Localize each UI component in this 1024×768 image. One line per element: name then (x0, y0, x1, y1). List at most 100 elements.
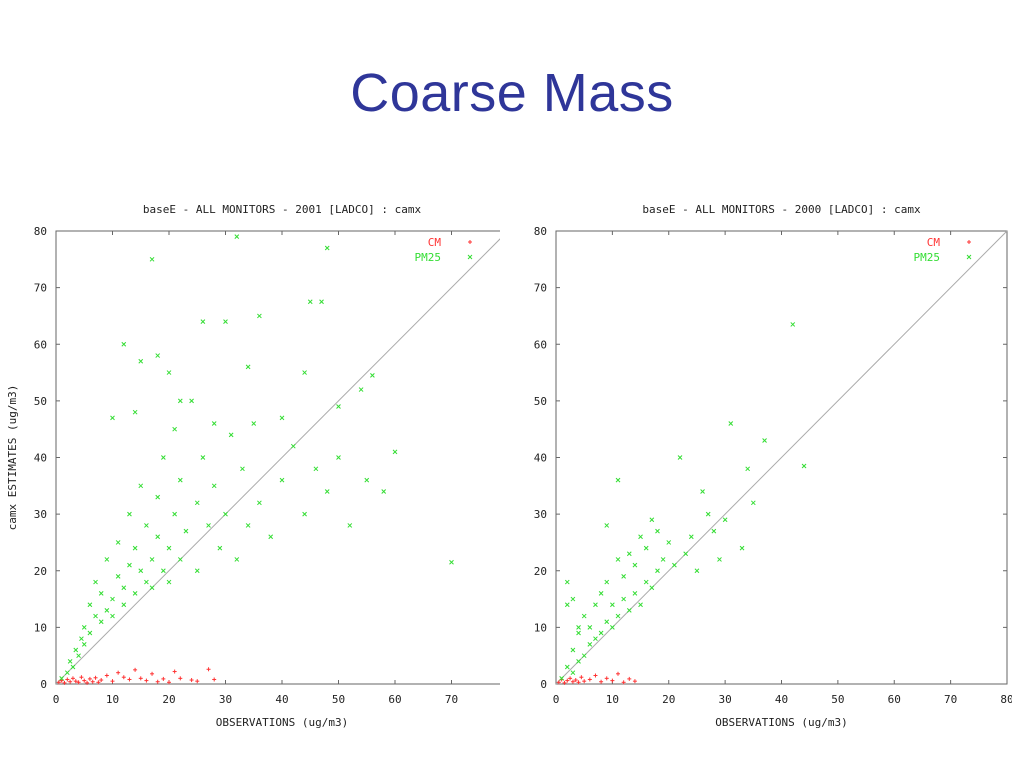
chart-0-pm25-point (279, 477, 285, 483)
chart-1-pm25-point (700, 489, 705, 494)
chart-0-plot-frame (55, 230, 500, 685)
chart-1-y-tick-label: 30 (534, 508, 547, 521)
chart-0-pm25-point-b (240, 466, 245, 472)
chart-1-pm25-point (564, 602, 570, 608)
chart-0-pm25-point (200, 319, 206, 324)
chart-1-pm25-point-b (593, 602, 598, 608)
chart-1-pm25-point (598, 630, 604, 636)
chart-0-cm-point (167, 680, 171, 685)
chart-0-pm25-point-b (121, 585, 127, 591)
chart-0-pm25-point-b (132, 409, 138, 415)
chart-0-x-tick-label: 40 (275, 693, 288, 706)
chart-0-pm25-point-b (73, 647, 79, 653)
chart-0-pm25-point-b (127, 562, 132, 568)
chart-0-pm25-point (115, 574, 121, 579)
chart-0-pm25-point (228, 432, 234, 438)
chart-0-pm25-point (132, 545, 138, 551)
chart-0-pm25-point (110, 415, 115, 421)
chart-0-pm25-point-b (110, 596, 115, 602)
chart-1-pm25-point-b (655, 568, 660, 574)
chart-1-pm25-point (711, 528, 717, 534)
chart-0-cm-point (82, 678, 87, 683)
chart-0-pm25-point (279, 415, 285, 421)
chart-1-pm25-point-b (576, 658, 581, 664)
chart-0-pm25-point-b (194, 568, 200, 574)
chart-1-pm25-point-b (632, 562, 638, 568)
chart-1-pm25-point (677, 455, 683, 460)
chart-0-pm25-point-b (217, 545, 223, 551)
chart-0-pm25-point (59, 675, 65, 681)
chart-1-pm25-point (576, 658, 581, 664)
chart-0-pm25-point-b (313, 466, 319, 472)
chart-0-cm-point (99, 678, 104, 683)
chart-1-pm25-point-b (801, 463, 807, 469)
chart-1-cm-point (576, 680, 581, 685)
chart-0-pm25-point-b (104, 557, 110, 562)
chart-0-pm25-point-b (194, 500, 200, 506)
chart-0-pm25-point (319, 299, 324, 305)
chart-1-pm25-point-b (672, 562, 677, 568)
chart-0-pm25-point-b (177, 477, 183, 483)
chart-1-pm25-point (570, 596, 576, 602)
chart-1-pm25-point (621, 574, 627, 579)
chart-0-pm25-point (104, 557, 110, 562)
chart-1-pm25-point (632, 562, 638, 568)
chart-0-pm25-point-b (206, 523, 211, 528)
chart-1-cm-point (599, 679, 604, 684)
chart-1-pm25-point-b (576, 625, 581, 630)
chart-0-pm25-point (110, 596, 115, 602)
chart-0-pm25-point (144, 579, 149, 585)
chart-0-pm25-point (217, 545, 223, 551)
chart-0-pm25-point-b (70, 664, 76, 670)
chart-0-pm25-point-b (115, 540, 121, 545)
chart-0-pm25-point-b (127, 511, 132, 517)
chart-0-pm25-point (324, 489, 330, 494)
chart-1-legend-pm25-marker (966, 254, 972, 260)
chart-0-pm25-point-b (370, 373, 375, 378)
chart-0-pm25-point (149, 585, 155, 591)
chart-0-pm25-point (144, 523, 149, 528)
chart-0-pm25-point-b (268, 534, 274, 540)
chart-0-cm-point (87, 676, 92, 681)
chart-1-pm25-point (576, 630, 581, 636)
chart-1-pm25-point (790, 322, 796, 327)
chart-1-x-tick-label: 40 (775, 693, 788, 706)
chart-0-pm25-point (67, 658, 73, 664)
chart-0-pm25-point-b (183, 528, 189, 534)
chart-0-pm25-point-b (132, 545, 138, 551)
chart-0-pm25-point (251, 421, 257, 426)
chart-0-pm25-point-b (251, 421, 257, 426)
chart-0-pm25-point (127, 562, 132, 568)
chart-0-pm25-point-b (160, 568, 166, 574)
chart-0-pm25-point-b (257, 313, 262, 319)
chart-1-pm25-point-b (621, 574, 627, 579)
chart-0-cm-point (104, 673, 109, 678)
chart-0-x-tick-label: 10 (106, 693, 119, 706)
chart-0-pm25-point (381, 489, 387, 494)
chart-0-pm25-point-b (279, 477, 285, 483)
chart-1-y-tick-label: 60 (534, 338, 547, 351)
chart-0-cm-point (68, 679, 73, 684)
legend-marker-b (966, 254, 972, 260)
chart-0-y-axis-label: camx ESTIMATES (ug/m3) (6, 385, 19, 531)
chart-1-pm25-point (621, 596, 627, 602)
chart-1-pm25-point-b (643, 545, 649, 551)
chart-0-cm-point (155, 679, 160, 684)
chart-0-pm25-point-b (234, 557, 240, 562)
chart-1-cm-point (616, 671, 621, 676)
chart-1-cm-point (562, 680, 567, 685)
chart-0-cm-point (172, 669, 177, 674)
chart-0-pm25-point-b (324, 245, 330, 251)
chart-1-pm25-point-b (593, 636, 598, 642)
chart-1-pm25-point (666, 540, 672, 545)
chart-1-pm25-point-b (626, 551, 632, 557)
chart-1-legend-pm25-label: PM25 (914, 251, 941, 264)
chart-1-pm25-point (688, 534, 694, 540)
chart-1-pm25-point-b (604, 523, 610, 528)
chart-1-pm25-point (593, 602, 598, 608)
chart-1-pm25-point (615, 477, 621, 483)
chart-0-pm25-point (110, 613, 115, 619)
chart-0-pm25-point-b (319, 299, 324, 305)
chart-0-y-tick-label: 10 (34, 621, 47, 634)
chart-0-cm-point (116, 670, 121, 675)
